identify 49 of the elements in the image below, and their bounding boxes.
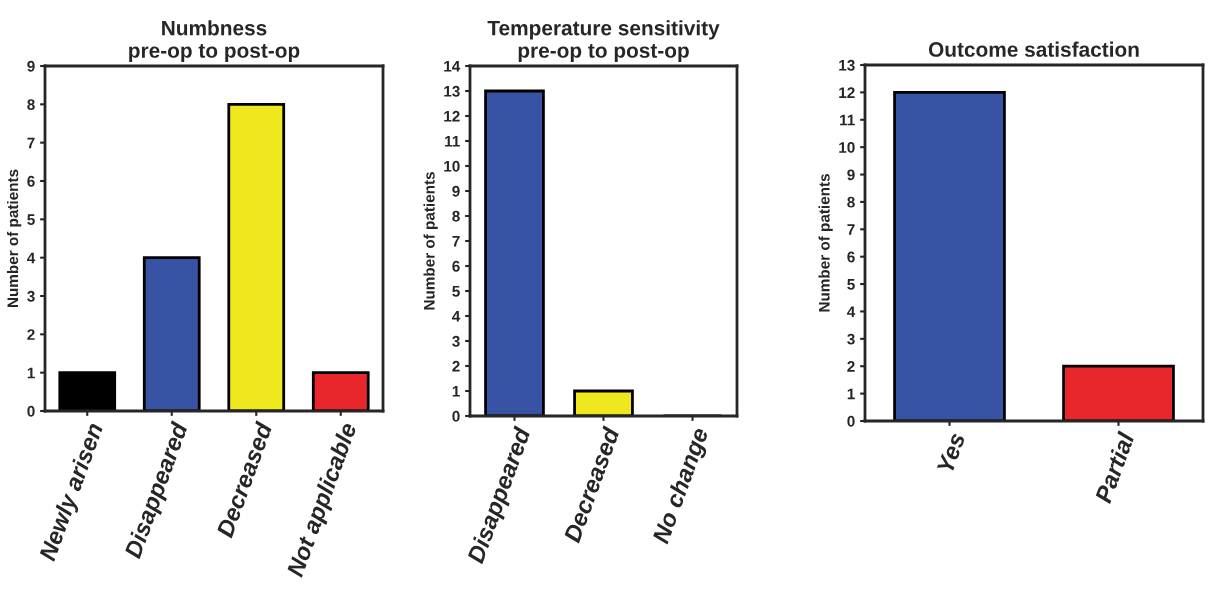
y-tick-label: 3	[847, 333, 855, 345]
y-tick-label: 10	[839, 142, 855, 153]
y-tick-label: 8	[452, 210, 460, 222]
y-tick-label: 11	[840, 114, 855, 126]
y-tick-label: 7	[847, 224, 855, 235]
y-tick-label: 10	[444, 160, 460, 172]
y-tick-label: 13	[444, 85, 460, 97]
x-tick-label: Partial	[1093, 430, 1135, 505]
y-tick-label: 11	[445, 136, 460, 147]
y-axis-title: Number of patients	[818, 174, 833, 312]
y-tick-label: 4	[27, 252, 36, 264]
y-tick-label: 4	[847, 306, 856, 317]
y-tick-label: 4	[452, 311, 461, 322]
y-axis-title: Number of patients	[6, 169, 22, 308]
chart-title: Numbness pre-op to post-op	[129, 20, 300, 62]
y-tick-label: 2	[452, 360, 460, 372]
x-tick-label: No change	[651, 426, 713, 547]
x-tick-label: Yes	[936, 431, 966, 474]
y-tick-label: 12	[444, 110, 460, 122]
y-tick-label: 2	[847, 361, 855, 372]
y-tick-label: 3	[27, 290, 35, 302]
y-tick-label: 3	[452, 335, 460, 347]
y-tick-label: 6	[452, 260, 460, 272]
y-tick-label: 14	[444, 61, 461, 72]
y-tick-label: 7	[452, 236, 460, 247]
y-tick-label: 0	[452, 410, 460, 422]
y-tick-label: 9	[27, 60, 35, 72]
y-tick-label: 1	[847, 388, 855, 400]
y-tick-label: 5	[452, 286, 460, 297]
chart-title: Temperature sensitivity pre-op to post-op	[487, 20, 720, 62]
y-tick-label: 0	[847, 415, 855, 427]
y-tick-label: 9	[452, 185, 460, 197]
y-tick-label: 1	[452, 386, 460, 397]
y-tick-label: 5	[847, 279, 855, 290]
y-tick-label: 8	[27, 99, 35, 111]
y-tick-label: 2	[27, 329, 35, 340]
y-tick-label: 0	[27, 405, 35, 417]
y-tick-label: 8	[847, 196, 855, 208]
y-tick-label: 12	[839, 87, 855, 98]
y-tick-label: 5	[27, 214, 35, 226]
y-tick-label: 13	[839, 59, 855, 71]
y-tick-label: 7	[27, 137, 35, 149]
y-tick-label: 1	[27, 367, 35, 379]
y-tick-label: 6	[847, 251, 855, 263]
y-tick-label: 6	[27, 175, 35, 187]
y-tick-label: 9	[847, 169, 855, 181]
chart-title: Outcome satisfaction	[928, 41, 1139, 57]
x-tick-label: Newly arisen	[38, 421, 108, 564]
y-axis-title: Number of patients	[423, 172, 438, 310]
